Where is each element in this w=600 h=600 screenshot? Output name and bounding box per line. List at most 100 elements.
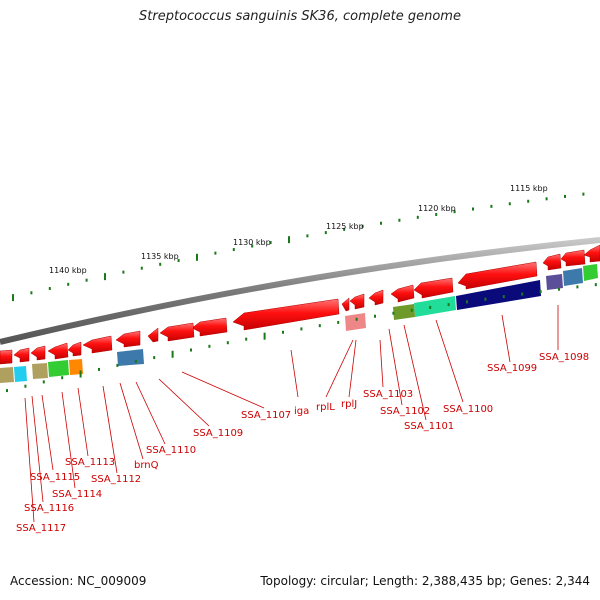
minor-tick <box>134 359 137 363</box>
gene-label-ssa-1114[interactable]: SSA_1114 <box>52 489 102 500</box>
gene-label-brnq[interactable]: brnQ <box>134 460 159 471</box>
genome-summary-text: Topology: circular; Length: 2,388,435 bp… <box>260 574 590 588</box>
gene-arrow[interactable] <box>583 244 600 263</box>
minor-tick <box>177 259 180 263</box>
minor-tick <box>343 227 346 231</box>
minor-tick <box>282 330 284 334</box>
minor-tick <box>416 215 419 219</box>
major-tick <box>79 370 82 378</box>
minor-tick <box>545 197 548 201</box>
gene-label-iga[interactable]: iga <box>294 406 309 417</box>
major-tick <box>288 236 290 244</box>
gene-arrow[interactable] <box>341 297 350 312</box>
gene-label-ssa-1116[interactable]: SSA_1116 <box>24 503 74 514</box>
gene-label-ssa-1101[interactable]: SSA_1101 <box>404 421 454 432</box>
gene-label-ssa-1102[interactable]: SSA_1102 <box>380 406 430 417</box>
gene-arrow[interactable] <box>560 249 586 267</box>
minor-tick <box>208 344 211 348</box>
scale-labels: 1115 kbp 1120 kbp 1125 kbp 1130 kbp 1135… <box>49 184 548 275</box>
minor-tick <box>251 244 254 248</box>
scale-label-1135: 1135 kbp <box>141 252 179 261</box>
minor-tick <box>116 363 119 367</box>
gene-arrow[interactable] <box>30 345 46 361</box>
gene-track <box>0 244 600 365</box>
major-tick <box>12 294 14 302</box>
gene-label-ssa-1117[interactable]: SSA_1117 <box>16 523 66 534</box>
gene-arrow[interactable] <box>47 342 69 360</box>
cog-band-khaki[interactable] <box>0 367 14 383</box>
gene-arrow[interactable] <box>0 349 13 365</box>
minor-tick <box>502 295 505 299</box>
minor-tick <box>380 221 382 225</box>
minor-tick <box>355 317 358 321</box>
minor-tick <box>594 283 597 287</box>
minor-tick <box>269 241 272 245</box>
scale-ticks <box>12 192 585 302</box>
minor-tick <box>159 262 162 266</box>
minor-tick <box>539 290 542 294</box>
cog-band-purple[interactable] <box>546 274 563 290</box>
cog-band-green[interactable] <box>583 264 598 281</box>
scale-label-1115: 1115 kbp <box>510 184 548 193</box>
minor-tick <box>245 337 248 341</box>
gene-arrow[interactable] <box>159 322 195 342</box>
gene-arrow[interactable] <box>368 289 384 306</box>
cog-band-steel[interactable] <box>563 268 583 286</box>
gene-label-rpll[interactable]: rplL <box>316 402 335 413</box>
cog-band-green[interactable] <box>48 360 69 377</box>
gene-label-ssa-1112[interactable]: SSA_1112 <box>91 474 141 485</box>
gene-arrow[interactable] <box>67 341 82 357</box>
minor-tick <box>521 292 524 296</box>
scale-label-1125: 1125 kbp <box>326 222 364 231</box>
cog-band-orange[interactable] <box>69 359 83 375</box>
minor-tick <box>466 300 468 304</box>
gene-label-ssa-1109[interactable]: SSA_1109 <box>193 428 243 439</box>
inner-ticks <box>6 283 597 393</box>
scale-label-1140: 1140 kbp <box>49 266 87 275</box>
gene-label-ssa-1100[interactable]: SSA_1100 <box>443 404 493 415</box>
cog-band-teal[interactable] <box>414 296 456 317</box>
leader-lines <box>24 305 559 523</box>
gene-label-ssa-1107[interactable]: SSA_1107 <box>241 410 291 421</box>
cog-band-navy[interactable] <box>456 280 541 310</box>
scale-label-1130: 1130 kbp <box>233 238 271 247</box>
minor-tick <box>61 376 64 380</box>
minor-tick <box>453 210 456 214</box>
gene-label-ssa-1098[interactable]: SSA_1098 <box>539 352 589 363</box>
gene-label-ssa-1103[interactable]: SSA_1103 <box>363 389 413 400</box>
gene-label-ssa-1099[interactable]: SSA_1099 <box>487 363 537 374</box>
minor-tick <box>300 327 303 331</box>
minor-tick <box>140 266 143 270</box>
minor-tick <box>153 356 156 360</box>
cog-band-olive[interactable] <box>393 304 415 320</box>
minor-tick <box>582 192 585 196</box>
gene-label-ssa-1115[interactable]: SSA_1115 <box>30 472 80 483</box>
gene-arrow[interactable] <box>115 330 141 348</box>
gene-arrow[interactable] <box>413 277 454 299</box>
minor-tick <box>435 212 438 216</box>
gene-arrow[interactable] <box>457 261 538 290</box>
gene-arrow[interactable] <box>349 293 365 310</box>
cog-band-cyan[interactable] <box>14 366 27 382</box>
gene-arrow[interactable] <box>191 317 228 337</box>
minor-tick <box>472 207 474 211</box>
gene-label-ssa-1110[interactable]: SSA_1110 <box>146 445 196 456</box>
gene-arrow[interactable] <box>390 284 415 303</box>
cog-band-pink[interactable] <box>345 313 366 331</box>
cog-band-steel[interactable] <box>117 349 144 366</box>
minor-tick <box>6 389 8 393</box>
minor-tick <box>508 202 511 206</box>
minor-tick <box>447 303 450 307</box>
gene-arrow[interactable] <box>13 347 30 363</box>
minor-tick <box>226 341 229 345</box>
major-tick <box>196 253 198 261</box>
gene-arrow[interactable] <box>232 298 340 331</box>
gene-arrow[interactable] <box>542 253 562 271</box>
gene-arrow[interactable] <box>147 327 159 343</box>
gene-label-rplj[interactable]: rplJ <box>341 399 357 410</box>
gene-arrow[interactable] <box>82 335 113 354</box>
major-tick <box>171 350 174 358</box>
gene-label-ssa-1113[interactable]: SSA_1113 <box>65 457 115 468</box>
cog-band-khaki[interactable] <box>32 363 48 379</box>
minor-tick <box>564 194 566 198</box>
